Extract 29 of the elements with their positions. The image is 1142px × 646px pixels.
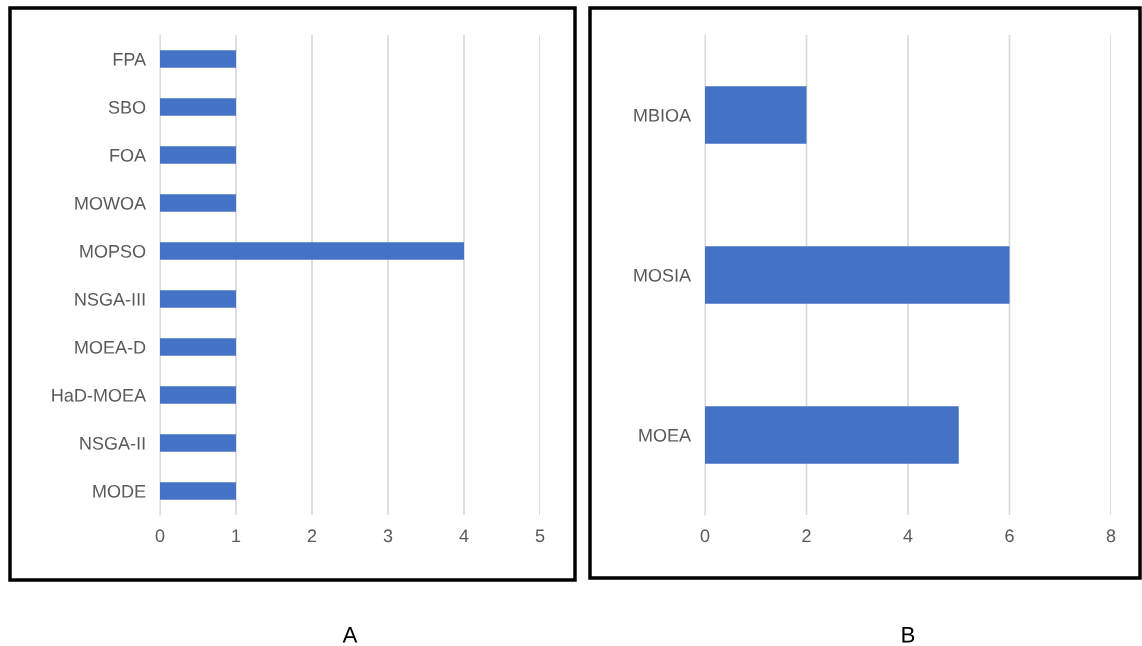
y-tick-label: MOSIA [634, 268, 692, 282]
y-tick-label: NSGA-II [80, 436, 145, 450]
y-tick-label: MOEA [639, 428, 692, 442]
x-tick-label: 0 [700, 529, 710, 543]
y-tick-label: MOPSO [80, 244, 146, 258]
x-axis-title: B [902, 627, 915, 643]
x-tick-label: 2 [802, 529, 811, 542]
x-tick-label: 2 [307, 529, 317, 542]
y-tick-label: FPA [113, 53, 147, 66]
x-tick-label: 3 [383, 529, 393, 543]
bar [705, 246, 1010, 304]
y-tick-label: MOWOA [75, 196, 147, 210]
bar [705, 406, 959, 464]
x-tick-label: 8 [1106, 529, 1116, 543]
x-tick-label: 0 [155, 529, 165, 543]
x-tick-label: 4 [903, 529, 913, 542]
x-axis-title: A [342, 627, 358, 643]
y-tick-label: FOA [110, 148, 147, 162]
y-tick-label: NSGA-III [75, 292, 145, 306]
x-tick-label: 1 [232, 529, 241, 542]
x-tick-label: 6 [1005, 529, 1014, 543]
x-tick-label: 5 [535, 529, 545, 543]
x-tick-label: 4 [459, 529, 469, 542]
y-tick-label: SBO [108, 100, 146, 114]
y-tick-label: HaD-MOEA [52, 388, 147, 402]
bar [705, 86, 807, 144]
y-tick-label: MOEA-D [75, 340, 146, 354]
y-tick-label: MBIOA [634, 108, 692, 122]
y-tick-label: MODE [93, 484, 146, 498]
